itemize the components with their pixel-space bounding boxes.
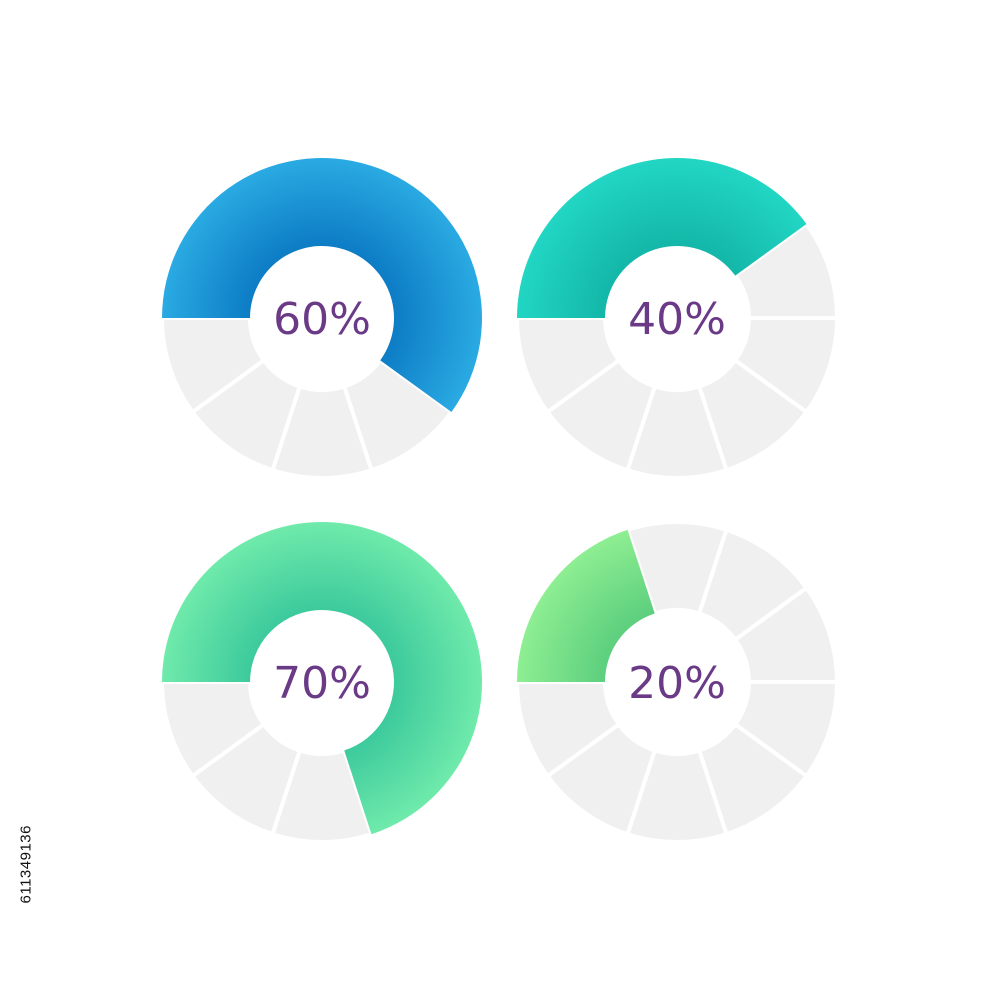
- percent-label: 70%: [273, 658, 371, 709]
- percent-label: 60%: [273, 294, 371, 345]
- empty-segment: [514, 680, 622, 779]
- stock-id-text: 611349136: [17, 825, 35, 904]
- donut-chart-3: 70%: [159, 522, 482, 844]
- donut-chart-1: 60%: [159, 158, 482, 480]
- filled-arc: [517, 157, 807, 318]
- empty-segment: [514, 316, 622, 415]
- percent-label: 20%: [628, 658, 726, 709]
- empty-segment: [159, 316, 267, 415]
- filled-arc: [162, 522, 482, 835]
- donut-chart-4: 20%: [514, 520, 840, 844]
- empty-segment: [159, 680, 267, 779]
- donut-chart-2: 40%: [514, 157, 840, 480]
- filled-arc: [517, 529, 655, 682]
- stock-id-watermark: 611349136: [8, 770, 38, 910]
- percent-label: 40%: [628, 294, 726, 345]
- filled-arc: [162, 158, 482, 413]
